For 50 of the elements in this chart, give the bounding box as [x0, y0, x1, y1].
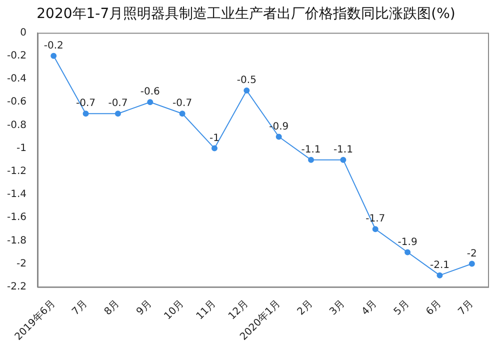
data-label: -0.2 — [44, 40, 64, 52]
point — [211, 145, 218, 152]
y-tick-label: -0.6 — [6, 96, 27, 108]
x-tick-label: 11月 — [194, 298, 218, 322]
point — [50, 52, 57, 59]
y-tick-label: -1 — [16, 142, 27, 154]
x-tick-label: 12月 — [226, 298, 251, 322]
point — [372, 226, 378, 232]
y-tick-label: -0.2 — [6, 50, 27, 62]
point — [147, 99, 154, 106]
point — [82, 110, 89, 117]
point — [276, 134, 282, 140]
y-tick-label: -1.2 — [6, 166, 27, 177]
y-tick-label: -0.4 — [6, 74, 27, 85]
point — [436, 272, 443, 278]
x-tick-label: 10月 — [162, 298, 186, 322]
data-label: -1.1 — [333, 144, 353, 156]
data-label: -1 — [209, 132, 220, 144]
x-tick-label: 4月 — [360, 298, 380, 318]
x-tick-label: 2月 — [296, 298, 315, 318]
y-tick-label: 0 — [20, 27, 27, 38]
data-label: -2 — [466, 248, 477, 260]
point — [114, 110, 121, 117]
y-tick-label: -2 — [16, 258, 27, 270]
x-tick-label: 8月 — [102, 298, 122, 318]
x-tick-label: 7月 — [456, 298, 476, 318]
point — [340, 156, 346, 163]
x-tick-label: 7月 — [70, 298, 90, 318]
point — [244, 88, 250, 94]
data-label: -1.1 — [301, 144, 321, 156]
data-label: -0.7 — [172, 98, 192, 110]
point — [468, 260, 475, 267]
x-tick-label: 5月 — [392, 298, 412, 318]
data-label: -0.7 — [108, 98, 128, 110]
y-tick-label: -1.6 — [6, 212, 27, 224]
x-tick-label: 3月 — [328, 298, 348, 318]
y-tick-label: -0.8 — [6, 120, 27, 131]
data-label: -2.1 — [430, 260, 450, 271]
y-tick-label: -1.8 — [6, 235, 27, 246]
point — [308, 156, 314, 163]
chart-title: 2020年1-7月照明器具制造工业生产者出厂价格指数同比涨跌图(%) — [36, 6, 456, 22]
x-tick-label: 6月 — [424, 298, 444, 318]
point — [179, 110, 186, 117]
x-tick-label: 9月 — [134, 298, 154, 318]
data-label: -0.6 — [140, 86, 160, 98]
data-label: -0.5 — [236, 75, 256, 86]
point — [404, 249, 411, 256]
y-tick-label: -2.2 — [6, 281, 27, 292]
data-label: -1.9 — [398, 236, 418, 248]
y-tick-label: -1.4 — [6, 189, 27, 200]
